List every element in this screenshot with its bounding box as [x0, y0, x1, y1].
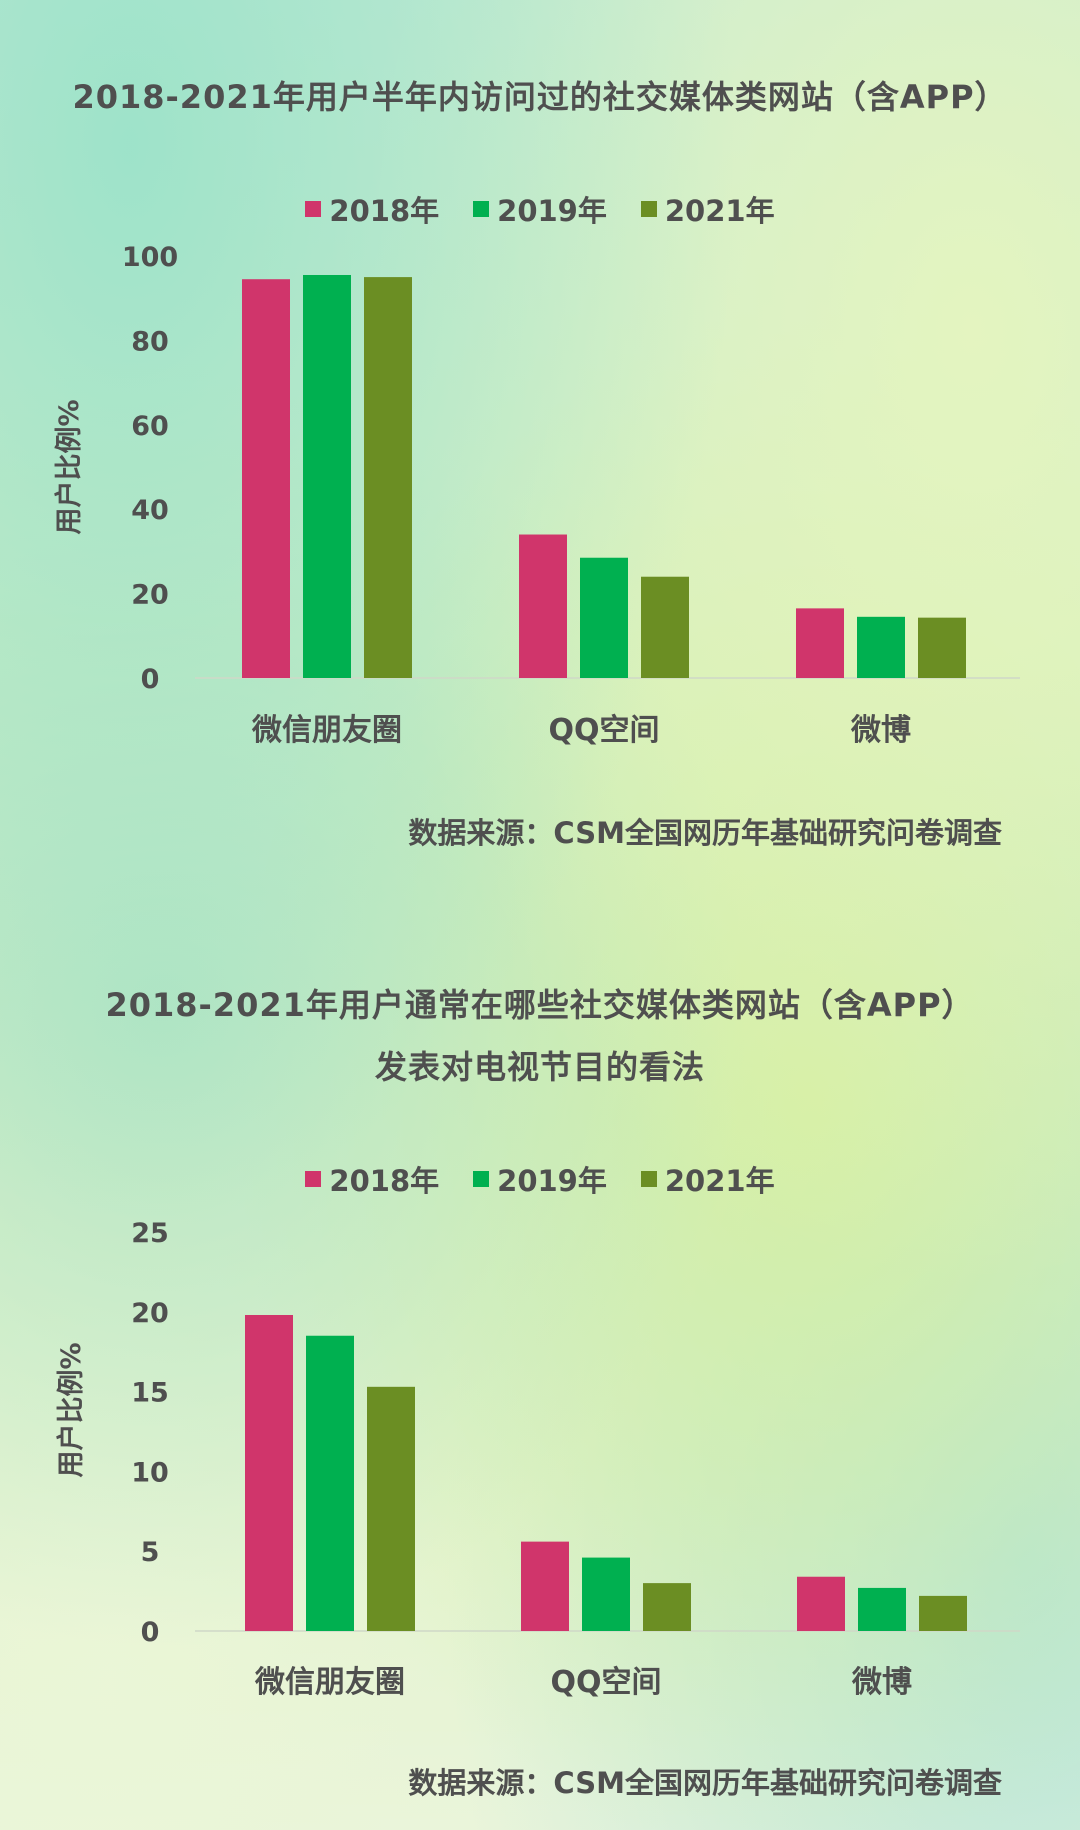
legend-item: 2018年 — [305, 1158, 439, 1200]
y-tick-label: 100 — [122, 242, 178, 273]
chart-1: 2018-2021年用户半年内访问过的社交媒体类网站（含APP） 2018年 2… — [0, 0, 1080, 880]
legend-item: 2021年 — [640, 1158, 775, 1200]
y-axis-title: 用户比例% — [53, 399, 85, 534]
y-tick-label: 20 — [131, 1298, 169, 1329]
bar — [858, 1587, 906, 1631]
bar — [857, 616, 905, 678]
x-tick-label: 微博 — [851, 1665, 912, 1700]
data-source: 数据来源：CSM全国网历年基础研究问卷调查 — [408, 1766, 1002, 1800]
y-tick-label: 0 — [141, 664, 160, 695]
bar — [580, 557, 628, 678]
chart-plot: 0 20 40 60 80 100 用户比例% 微信朋友圈 QQ空间 微博 — [53, 242, 1020, 748]
y-tick-label: 0 — [141, 1617, 160, 1648]
bar — [364, 277, 412, 678]
legend-swatch — [473, 1171, 490, 1187]
y-axis-title: 用户比例% — [55, 1342, 87, 1477]
x-tick-label: 微博 — [850, 713, 911, 748]
bar — [643, 1583, 691, 1631]
bar — [797, 1576, 845, 1631]
bar — [582, 1557, 630, 1631]
bar — [521, 1541, 569, 1631]
legend-swatch — [640, 201, 657, 217]
legend-swatch — [640, 1171, 657, 1187]
chart-plot: 0 5 10 15 20 25 用户比例% 微信朋友圈 QQ空间 微博 — [55, 1218, 1020, 1700]
bar — [303, 274, 351, 678]
chart-legend: 2018年 2019年 2021年 — [0, 188, 1080, 230]
bar — [796, 608, 844, 678]
chart-legend: 2018年 2019年 2021年 — [0, 1158, 1080, 1200]
bar — [367, 1386, 415, 1631]
y-tick-label: 15 — [131, 1378, 169, 1409]
y-tick-label: 40 — [131, 495, 169, 526]
y-tick-label: 25 — [131, 1218, 169, 1249]
bar — [519, 534, 567, 678]
bar — [918, 617, 966, 678]
chart-title: 2018-2021年用户通常在哪些社交媒体类网站（含APP） — [105, 986, 975, 1024]
bar — [919, 1595, 967, 1631]
legend-item: 2019年 — [473, 188, 607, 230]
legend-item: 2021年 — [640, 188, 775, 230]
y-tick-label: 20 — [131, 580, 169, 611]
x-tick-label: 微信朋友圈 — [254, 1665, 405, 1700]
legend-label: 2021年 — [664, 194, 775, 228]
y-tick-label: 10 — [131, 1457, 169, 1488]
legend-item: 2018年 — [305, 188, 439, 230]
legend-swatch — [305, 1171, 322, 1187]
legend-swatch — [305, 201, 322, 217]
y-tick-label: 5 — [141, 1537, 160, 1568]
legend-label: 2021年 — [664, 1164, 775, 1198]
bar — [242, 279, 290, 678]
x-tick-label: QQ空间 — [548, 713, 659, 748]
legend-swatch — [473, 201, 490, 217]
x-tick-label: QQ空间 — [550, 1665, 661, 1700]
chart-2: 2018-2021年用户通常在哪些社交媒体类网站（含APP） 发表对电视节目的看… — [0, 930, 1080, 1830]
bar — [641, 576, 689, 678]
data-source: 数据来源：CSM全国网历年基础研究问卷调查 — [408, 816, 1002, 850]
x-tick-label: 微信朋友圈 — [251, 713, 402, 748]
legend-label: 2019年 — [497, 194, 607, 228]
chart-title: 2018-2021年用户半年内访问过的社交媒体类网站（含APP） — [72, 78, 1008, 116]
y-tick-label: 80 — [131, 326, 169, 357]
bar — [306, 1335, 354, 1631]
legend-label: 2018年 — [329, 194, 440, 228]
legend-item: 2019年 — [473, 1158, 607, 1200]
chart-subtitle: 发表对电视节目的看法 — [374, 1048, 705, 1086]
legend-label: 2018年 — [329, 1164, 440, 1198]
legend-label: 2019年 — [497, 1164, 607, 1198]
y-tick-label: 60 — [131, 411, 169, 442]
bar — [245, 1314, 293, 1631]
